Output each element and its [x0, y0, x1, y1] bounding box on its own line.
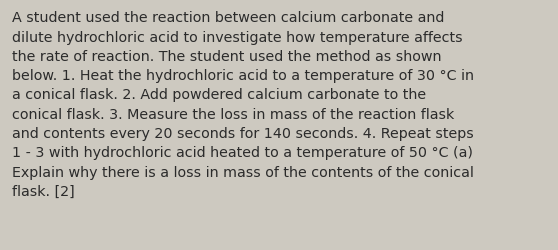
Text: A student used the reaction between calcium carbonate and
dilute hydrochloric ac: A student used the reaction between calc… [12, 11, 474, 198]
